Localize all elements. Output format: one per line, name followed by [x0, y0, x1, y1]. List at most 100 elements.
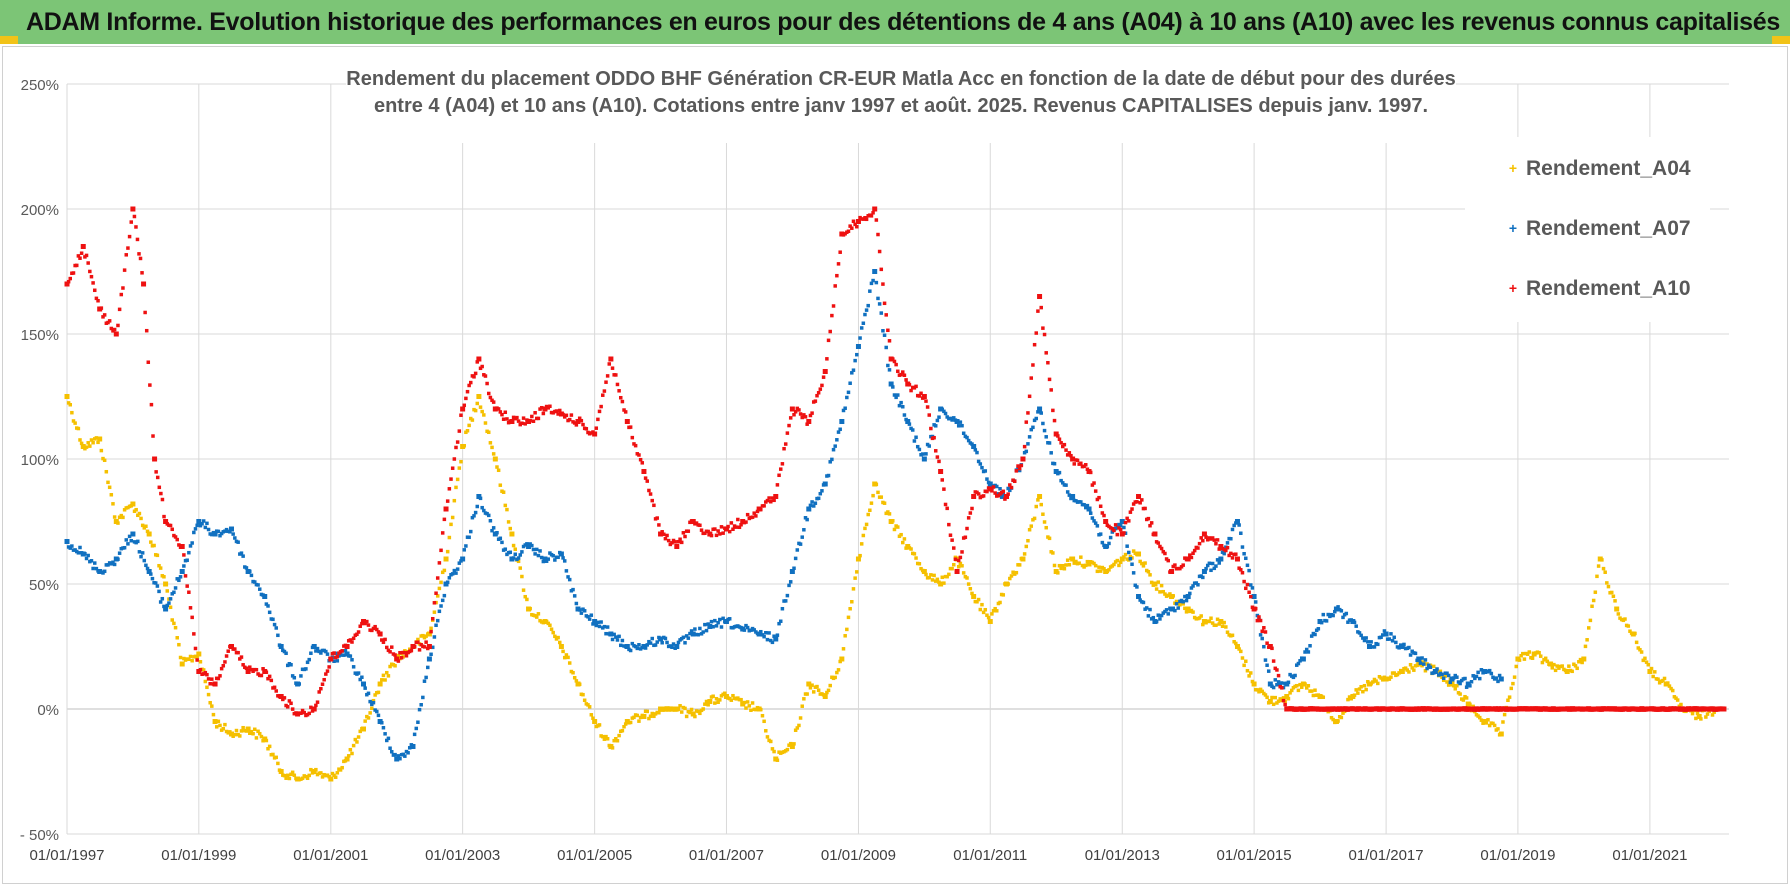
scatter-chart: 250%200%150%100%50%0%- 50% 01/01/1997 01/… — [20, 67, 1729, 864]
data-point — [1446, 683, 1451, 687]
data-point — [981, 610, 986, 615]
data-point — [365, 619, 369, 624]
data-point — [845, 395, 849, 400]
data-point — [686, 529, 691, 533]
data-point — [838, 659, 842, 664]
data-point — [1290, 688, 1294, 693]
data-point — [1298, 682, 1302, 687]
data-point — [1092, 519, 1096, 523]
data-point — [1666, 681, 1670, 685]
data-point — [445, 499, 450, 503]
data-point — [64, 539, 70, 544]
data-point — [975, 600, 979, 604]
data-point — [887, 368, 892, 372]
data-point — [1567, 664, 1571, 668]
data-point — [1313, 632, 1317, 637]
data-point — [1357, 631, 1362, 635]
data-point — [1024, 420, 1029, 424]
data-point — [810, 500, 814, 504]
data-point — [674, 544, 680, 549]
data-point — [701, 630, 705, 634]
data-point — [434, 591, 438, 595]
data-point — [985, 489, 989, 494]
data-point — [201, 519, 206, 523]
data-point — [218, 533, 222, 538]
data-point — [1230, 633, 1235, 638]
data-point — [773, 494, 779, 499]
data-point — [1212, 566, 1217, 571]
data-point — [1218, 556, 1224, 562]
data-point — [509, 419, 515, 424]
data-point — [500, 412, 504, 417]
data-point — [802, 413, 806, 417]
data-point — [1308, 644, 1312, 648]
data-point — [109, 493, 114, 497]
data-point — [699, 528, 704, 532]
data-point — [683, 641, 687, 645]
data-point — [706, 703, 710, 707]
data-point — [564, 413, 569, 418]
data-point — [1158, 617, 1162, 621]
data-point — [802, 528, 806, 532]
data-point — [1284, 694, 1290, 699]
data-point — [688, 710, 692, 715]
data-point — [1173, 608, 1177, 613]
data-point — [754, 707, 758, 712]
y-tick-label: - 50% — [20, 827, 59, 844]
data-point — [930, 578, 935, 582]
data-point — [78, 545, 82, 550]
data-point — [833, 675, 837, 680]
x-tick-label: 01/01/2011 — [953, 847, 1027, 864]
chart-title-backdrop — [346, 67, 1456, 143]
data-point — [927, 444, 931, 448]
data-point — [716, 700, 720, 705]
data-point — [1070, 494, 1076, 499]
data-point — [116, 521, 120, 525]
data-point — [430, 616, 435, 621]
data-point — [457, 429, 462, 433]
data-point — [322, 677, 326, 682]
data-point — [605, 374, 610, 378]
data-point — [1540, 660, 1545, 665]
data-point — [495, 465, 499, 469]
data-point — [314, 767, 318, 772]
data-point — [358, 729, 362, 734]
data-point — [759, 707, 763, 712]
data-point — [924, 572, 928, 577]
data-point — [1397, 671, 1401, 675]
data-point — [1039, 305, 1043, 310]
data-point — [363, 686, 367, 690]
data-point — [1387, 677, 1392, 681]
data-point — [1056, 434, 1060, 438]
data-point — [1245, 668, 1250, 673]
data-point — [1275, 701, 1279, 705]
data-point — [1191, 584, 1195, 588]
data-point — [490, 445, 494, 450]
data-point — [282, 773, 287, 778]
data-point — [516, 559, 521, 564]
data-point — [970, 591, 974, 596]
data-point — [1201, 569, 1207, 574]
data-point — [430, 645, 435, 650]
data-point — [299, 674, 303, 678]
data-point — [718, 532, 722, 536]
data-point — [170, 618, 174, 622]
data-point — [394, 756, 400, 762]
data-point — [1117, 563, 1121, 568]
data-point — [394, 656, 400, 662]
data-point — [806, 681, 812, 687]
data-point — [297, 682, 302, 686]
data-point — [797, 723, 801, 728]
data-point — [224, 654, 229, 658]
data-point — [1382, 629, 1387, 633]
data-point — [1163, 551, 1167, 556]
data-point — [991, 608, 996, 613]
data-point — [1135, 500, 1139, 504]
data-point — [1042, 520, 1047, 524]
data-point — [641, 469, 647, 474]
data-point — [381, 640, 386, 644]
data-point — [1303, 682, 1307, 686]
data-point — [1108, 535, 1113, 540]
data-point — [300, 776, 305, 781]
data-point — [604, 631, 608, 636]
